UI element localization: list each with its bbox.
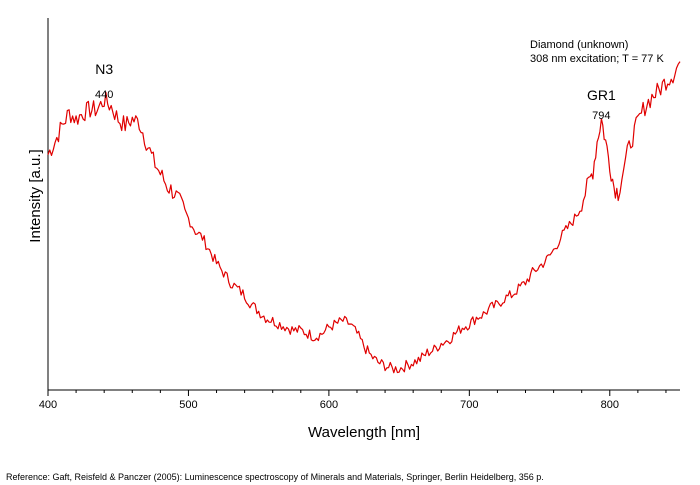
spectrum-chart: 400 500 600 700 800 N3 440 GR1 794 Wavelength [… [27,18,681,441]
x-axis-title: Wavelength [nm] [308,424,420,441]
x-ticks: 400 500 600 700 800 [39,390,667,411]
x-tick-label-400: 400 [39,399,57,411]
x-tick-label-500: 500 [179,399,197,411]
annotation-n3-label: N3 [95,61,113,77]
x-tick-label-800: 800 [601,399,619,411]
x-tick-label-600: 600 [320,399,338,411]
info-line-1: Diamond (unknown) [530,39,628,51]
reference-text: Reference: Gaft, Reisfeld & Panczer (200… [6,472,544,482]
annotation-n3-value: 440 [95,89,113,101]
annotation-gr1-label: GR1 [587,87,616,103]
x-tick-label-700: 700 [460,399,478,411]
info-line-2: 308 nm excitation; T = 77 K [530,53,664,65]
annotation-layer: N3 440 GR1 794 [95,61,616,122]
series-layer [47,61,681,374]
annotation-gr1-value: 794 [592,110,610,122]
y-axis-title: Intensity [a.u.] [27,149,44,242]
spectrum-line [47,61,681,374]
